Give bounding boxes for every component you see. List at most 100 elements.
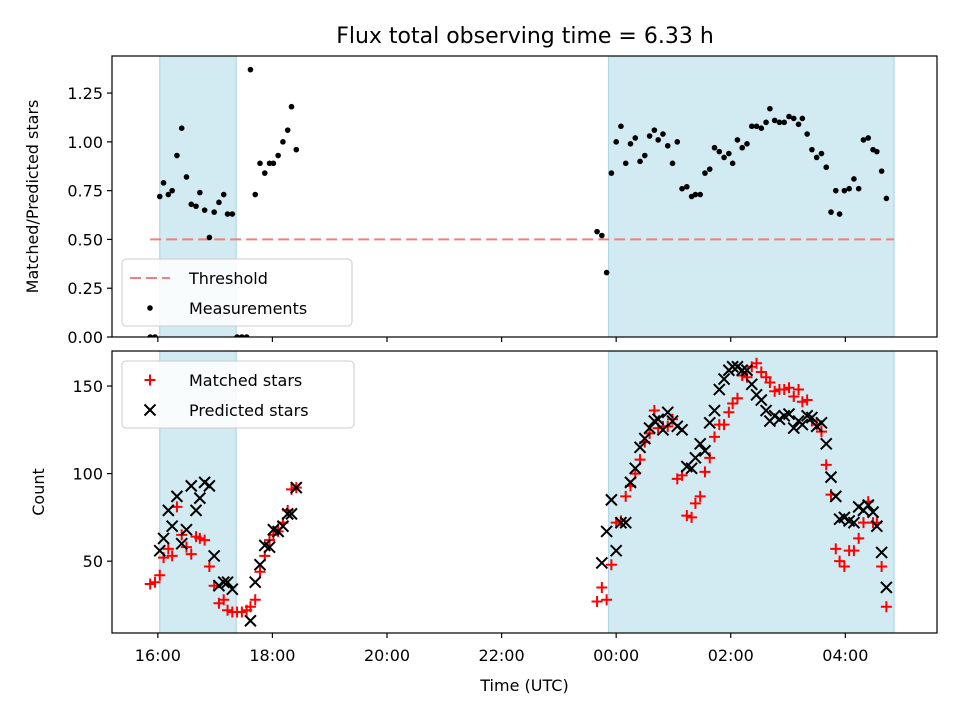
matched-point [880,601,892,613]
predicted-point [290,481,303,494]
y-tick-label: 0.00 [67,328,103,347]
measurement-point [771,117,778,124]
x-tick-label: 04:00 [822,646,868,665]
predicted-point [185,479,198,493]
measurement-point [851,176,857,182]
matched-point [751,357,763,369]
series-predicted-stars [153,360,893,627]
matched-point [801,394,813,406]
matched-point [249,594,261,606]
matched-point [876,560,888,572]
legend: Threshold Measurements [121,258,353,327]
measurement-point [776,119,783,126]
predicted-point [689,451,702,465]
predicted-point [629,462,642,475]
matched-point [727,398,739,410]
measurement-point [594,228,600,235]
measurement-point [234,334,240,337]
matched-point [834,555,846,567]
observing-window-shade [608,351,895,633]
measurement-point [846,185,852,192]
matched-point [596,581,608,593]
predicted-point [862,498,875,512]
matched-point [838,560,850,572]
measurement-point [883,195,890,202]
matched-point [171,501,183,513]
predicted-point [249,575,262,589]
measurement-point [767,105,773,112]
measurement-point [679,185,685,192]
predicted-point [703,416,716,430]
measurement-point [763,119,769,126]
matched-point [601,594,613,606]
measurement-point [809,146,815,153]
predicted-point [805,411,819,424]
predicted-point [651,413,665,426]
measurement-point [288,103,295,110]
measurement-point [627,141,634,147]
measurement-point [188,201,195,208]
legend-label: Matched stars [189,371,302,390]
y-axis-label: Matched/Predicted stars [23,100,42,294]
measurement-point [216,199,222,206]
y-tick-label: 50 [83,552,103,571]
predicted-point [787,421,800,435]
plot-area [144,351,895,633]
predicted-point [600,525,613,538]
predicted-point [263,540,276,554]
matched-point [591,595,603,607]
predicted-point [624,476,637,489]
measurement-point [174,152,180,159]
measurement-point [726,150,732,157]
x-tick-label: 02:00 [708,646,754,665]
measurement-point [243,334,250,337]
predicted-point [276,519,290,533]
x-tick-label: 16:00 [135,646,181,665]
predicted-point [866,505,880,519]
y-tick-label: 0.50 [67,230,103,249]
x-axis-label: Time (UTC) [479,676,568,695]
matched-point [830,543,842,555]
matched-point [820,459,832,471]
predicted-point [726,360,739,373]
measurement-point [599,232,605,239]
predicted-point [180,523,193,536]
y-tick-label: 150 [72,377,103,396]
measurement-point [790,115,797,122]
measurement-point [781,119,788,126]
legend-label: Measurements [189,299,307,318]
measurement-point [813,154,820,161]
predicted-point [170,490,184,503]
measurement-point [156,193,163,200]
matched-point [185,548,197,560]
predicted-point [619,516,632,529]
predicted-point [708,404,721,417]
measurement-point [275,152,281,159]
measurement-point [211,209,217,215]
measurement-point [836,211,843,217]
predicted-point [226,583,239,596]
predicted-point [829,490,842,503]
y-tick-label: 0.25 [67,279,103,298]
matched-point [857,517,869,529]
predicted-point [759,404,773,417]
y-tick-label: 1.00 [67,133,103,152]
measurement-point [165,191,172,198]
legend-label: Predicted stars [189,401,309,420]
matched-point [704,452,716,464]
matched-point [154,569,166,581]
top-panel: 0.00 0.25 0.50 0.75 1.00 1.25 Matched/Predicte… [23,55,938,347]
measurement-point [193,203,199,210]
measurement-point [706,166,713,172]
y-tick-label: 0.75 [67,182,103,201]
y-tick-label: 100 [72,465,103,484]
matched-point [681,510,693,522]
predicted-point [153,544,166,557]
matched-point [778,384,790,396]
predicted-point [745,378,758,391]
measurement-point [206,234,213,241]
measurement-point [613,139,619,145]
y-axis-label: Count [29,468,48,516]
observing-window-shade [608,56,895,337]
measurement-point [637,158,643,165]
